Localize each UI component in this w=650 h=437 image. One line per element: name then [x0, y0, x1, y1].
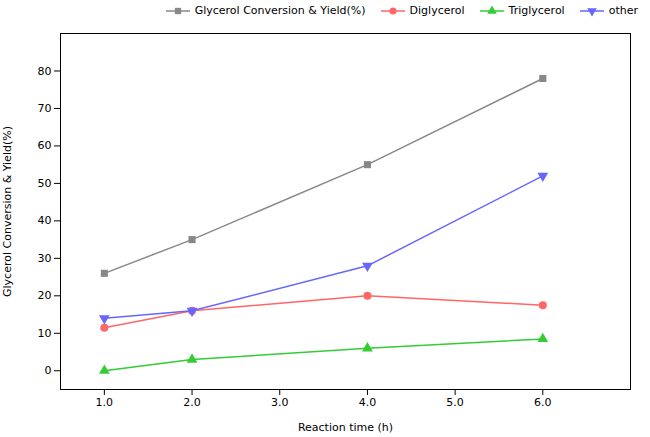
html-text:Glycerol Conversion & Yield(%): Glycerol Conversion & Yield(%) — [194, 4, 366, 17]
svg-text:3.0: 3.0 — [271, 396, 289, 409]
html-text:Triglycerol: Triglycerol — [508, 4, 565, 17]
svg-text:Reaction time (h): Reaction time (h) — [298, 421, 393, 434]
svg-text:20: 20 — [38, 289, 52, 302]
html-text:other: other — [608, 4, 638, 17]
svg-text:80: 80 — [38, 64, 52, 77]
svg-text:10: 10 — [38, 327, 52, 340]
svg-text:30: 30 — [38, 252, 52, 265]
svg-text:50: 50 — [38, 177, 52, 190]
svg-text:1.0: 1.0 — [96, 396, 114, 409]
svg-text:5.0: 5.0 — [446, 396, 464, 409]
svg-text:6.0: 6.0 — [534, 396, 552, 409]
svg-text:Glycerol Conversion & Yield(%): Glycerol Conversion & Yield(%) — [1, 126, 14, 297]
svg-text:40: 40 — [38, 214, 52, 227]
svg-text:0: 0 — [45, 364, 52, 377]
svg-text:2.0: 2.0 — [183, 396, 201, 409]
svg-text:4.0: 4.0 — [359, 396, 377, 409]
svg-text:70: 70 — [38, 102, 52, 115]
svg-text:60: 60 — [38, 139, 52, 152]
html-text:Diglycerol: Diglycerol — [409, 4, 465, 17]
